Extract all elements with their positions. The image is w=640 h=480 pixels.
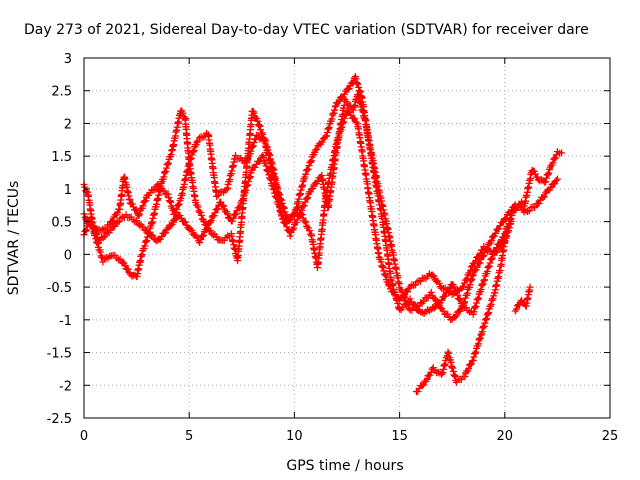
- x-tick-label: 20: [497, 429, 514, 444]
- y-tick-label: 0: [64, 248, 72, 263]
- series-track-d: [412, 224, 511, 396]
- y-tick-label: 2.5: [51, 85, 72, 100]
- y-tick-label: 1: [64, 183, 72, 198]
- series-track-e: [511, 283, 534, 315]
- data-points: [80, 73, 566, 396]
- series-marker-path: [80, 73, 561, 324]
- y-tick-label: 2: [64, 117, 72, 132]
- y-tick-label: 1.5: [51, 150, 72, 165]
- y-tick-label: -2: [59, 379, 72, 394]
- x-tick-label: 10: [286, 429, 303, 444]
- series-track-f: [520, 148, 566, 214]
- plot-frame: [83, 57, 611, 419]
- series-marker-path: [520, 148, 566, 214]
- series-track-a: [80, 73, 561, 324]
- y-tick-label: -2.5: [47, 412, 72, 427]
- series-marker-path: [412, 224, 511, 396]
- y-axis-label: SDTVAR / TECUs: [6, 181, 22, 296]
- x-tick-label: 25: [602, 429, 619, 444]
- y-tick-label: -1.5: [47, 347, 72, 362]
- series-marker-path: [511, 283, 534, 315]
- y-tick-label: -1: [59, 314, 72, 329]
- axis-ticks: 0 5 10 15 20 25 -2.5 -2 -1.5 -1 -0.5 0 0.5 1 1.5 2 2.5 3: [47, 52, 619, 444]
- x-tick-label: 5: [185, 429, 193, 444]
- x-tick-label: 15: [391, 429, 408, 444]
- x-axis-label: GPS time / hours: [286, 458, 403, 474]
- chart-title: Day 273 of 2021, Sidereal Day-to-day VTE…: [24, 22, 589, 38]
- y-tick-label: 0.5: [51, 216, 72, 231]
- series-marker-path: [80, 91, 526, 318]
- y-tick-label: -0.5: [47, 281, 72, 296]
- y-tick-label: 3: [64, 52, 72, 67]
- series-track-c: [80, 91, 526, 318]
- x-tick-label: 0: [80, 429, 88, 444]
